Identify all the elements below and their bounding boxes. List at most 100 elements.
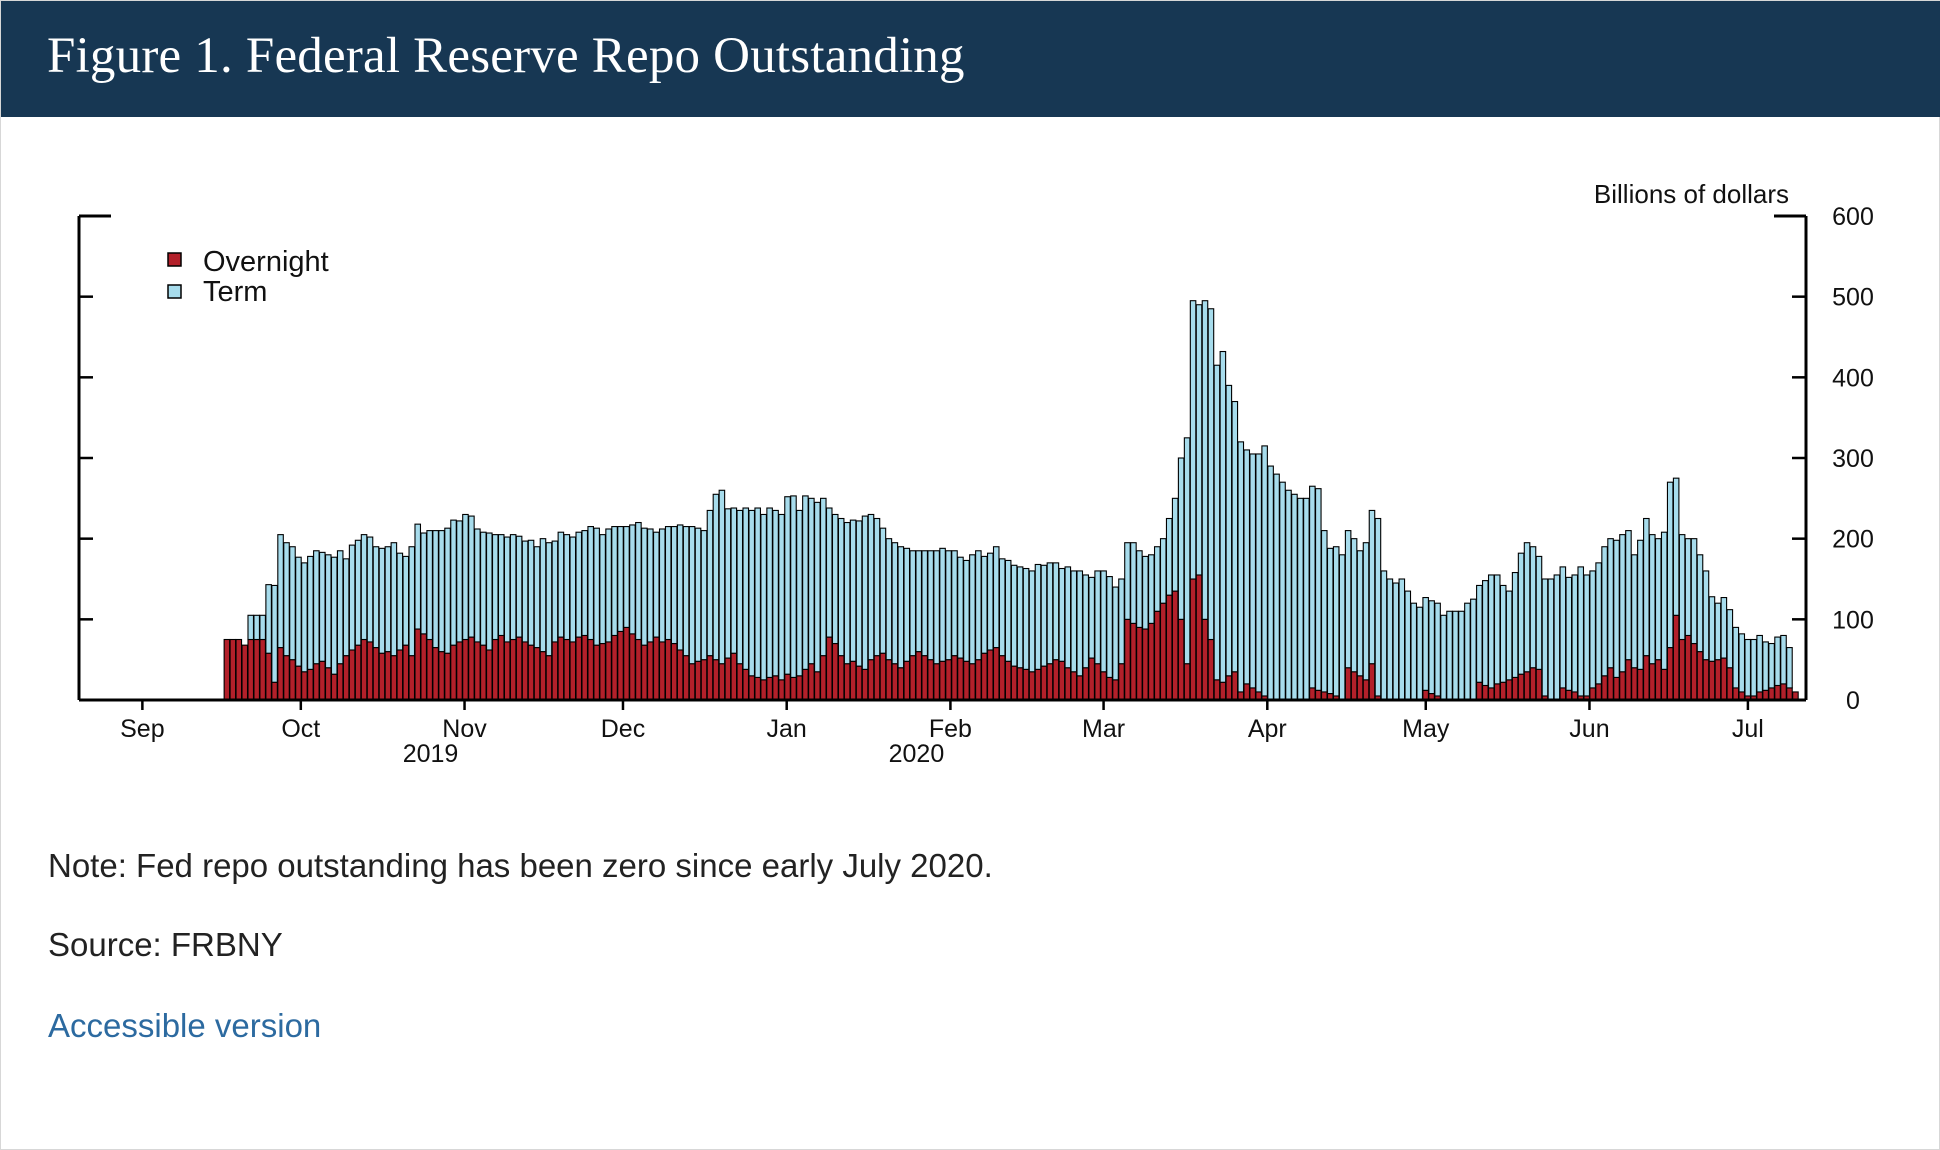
bar-term [450,519,457,646]
bar-overnight [611,634,618,701]
bar-term [611,526,618,637]
bar-term [1756,634,1763,693]
bar-overnight [939,660,946,701]
bar-term [551,540,559,643]
bar-term [426,530,433,641]
bar-overnight [712,659,720,701]
bar-overnight [295,665,302,701]
bar-term [289,546,296,661]
bar-term [491,534,499,641]
chart-source: Source: FRBNY [48,926,283,963]
bar-overnight [843,663,851,701]
bar-overnight [766,676,773,701]
bar-overnight [969,663,976,701]
bar-overnight [652,636,660,701]
bar-overnight [1625,659,1632,701]
bar-term [688,526,696,665]
bar-overnight [1643,655,1650,701]
bar-term [456,520,463,643]
bar-term [766,507,773,678]
bar-term [706,509,714,657]
bar-overnight [998,655,1006,701]
bar-term [515,535,523,638]
y-axis-unit-label: Billions of dollars [1594,179,1789,209]
legend-swatch-overnight [167,252,182,267]
bar-term [1022,567,1030,670]
bar-overnight [1130,622,1137,701]
bar-overnight [1714,659,1722,701]
bar-term [915,550,923,653]
bar-term [1631,554,1638,669]
bar-term [1291,493,1298,701]
bar-term [1219,350,1227,683]
accessible-version-link[interactable]: Accessible version [48,1007,322,1044]
bar-term [1088,576,1095,659]
bar-term [1261,445,1268,697]
bar-overnight [533,647,541,701]
bar-term [247,614,255,641]
bar-term [1643,517,1650,657]
bar-overnight [1493,683,1501,701]
bar-overnight [975,659,982,701]
bar-term [1177,457,1185,620]
bar-overnight [372,647,380,701]
bar-overnight [1142,628,1149,701]
bar-term [1082,574,1090,669]
bar-term [557,531,565,638]
x-month-label: Nov [442,715,487,743]
bar-term [1386,578,1394,701]
bar-overnight [981,652,988,701]
bar-overnight [1362,679,1370,701]
bar-overnight [682,655,690,701]
bar-term [1338,554,1346,701]
bar-term [1726,609,1734,669]
bar-term [1058,567,1066,662]
bar-term [1434,602,1441,697]
bar-term [879,527,887,654]
bar-term [533,546,541,649]
bar-overnight [1631,667,1638,701]
bar-overnight [861,668,869,701]
bar-overnight [265,652,272,701]
bar-overnight [1654,659,1662,701]
bar-term [1446,610,1453,701]
bar-term [724,508,732,659]
legend-label-overnight: Overnight [203,246,329,278]
bar-overnight [468,636,475,701]
x-year-label: 2019 [403,740,459,768]
bar-overnight [1708,660,1716,701]
bar-term [748,509,756,677]
bar-overnight [480,644,487,701]
y-tick-label: 100 [1832,606,1874,634]
bar-term [1470,598,1477,701]
bar-term [831,513,839,645]
bar-overnight [736,663,744,701]
bar-overnight [509,638,517,701]
bar-term [903,547,911,662]
bar-overnight [336,663,344,701]
bar-term [1535,555,1543,670]
bar-term [664,526,672,641]
bar-overnight [1768,687,1775,701]
bar-term [784,496,791,675]
bar-overnight [545,655,553,701]
bar-overnight [384,651,392,701]
bar-overnight [1613,676,1620,701]
bar-overnight [438,651,445,701]
bar-term [1559,566,1567,689]
bar-overnight [1368,663,1376,701]
bar-term [1028,570,1036,673]
bar-overnight [915,651,923,701]
bar-overnight [1106,676,1113,701]
bar-term [837,517,845,657]
bar-overnight [885,659,893,701]
bar-overnight [1589,687,1596,701]
bar-overnight [1666,647,1674,701]
bar-term [271,584,278,683]
bar-overnight [396,649,404,701]
bar-term [1499,584,1507,683]
bar-overnight [1505,679,1513,701]
x-month-label: Jul [1732,715,1764,743]
bar-term [700,530,708,661]
